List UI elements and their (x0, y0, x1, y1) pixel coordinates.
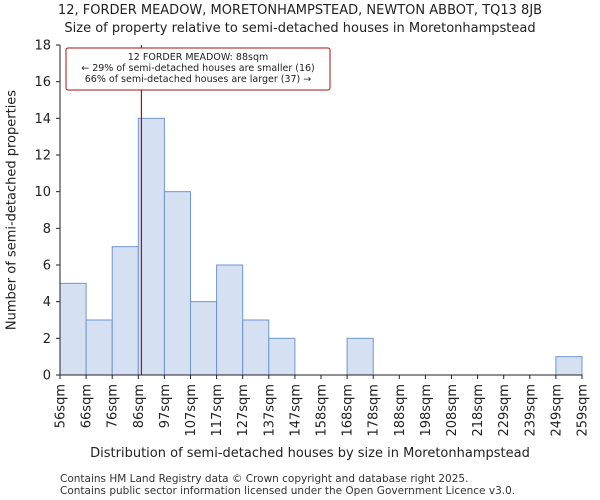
footer-line-1: Contains HM Land Registry data © Crown c… (60, 473, 469, 485)
bar-249sqm (555, 356, 583, 376)
annotation-line-1: 12 FORDER MEADOW: 88sqm (128, 52, 268, 63)
x-tick-label: 168sqm (341, 384, 356, 437)
bar-168sqm (346, 337, 374, 376)
y-tick-label: 0 (43, 369, 51, 384)
bar-86sqm (137, 117, 165, 376)
chart-subtitle: Size of property relative to semi-detach… (64, 21, 536, 36)
y-tick-label: 14 (34, 112, 51, 127)
x-ticks-group: 56sqm 66sqm 76sqm 86sqm 97sqm 107sqm 117sqm 127… (54, 375, 591, 437)
x-tick-label: 107sqm (184, 384, 199, 437)
bar-97sqm (163, 191, 191, 376)
y-tick-label: 16 (34, 75, 51, 90)
x-tick-label: 229sqm (497, 384, 512, 437)
x-tick-label: 76sqm (106, 384, 121, 428)
x-tick-label: 218sqm (471, 384, 486, 437)
x-tick-label: 66sqm (80, 384, 95, 428)
y-tick-label: 12 (34, 149, 51, 164)
x-tick-label: 239sqm (523, 384, 538, 437)
annotation-line-2: ← 29% of semi-detached houses are smalle… (81, 63, 315, 74)
y-tick-label: 6 (43, 259, 51, 274)
y-tick-label: 8 (43, 222, 51, 237)
x-tick-label: 147sqm (288, 384, 303, 437)
bar-66sqm (85, 319, 113, 376)
x-tick-label: 127sqm (236, 384, 251, 437)
y-tick-label: 2 (43, 332, 51, 347)
bar-127sqm (242, 319, 270, 376)
x-tick-label: 86sqm (132, 384, 147, 428)
bar-137sqm (268, 337, 296, 376)
x-axis-label: Distribution of semi-detached houses by … (90, 446, 530, 461)
chart-title: 12, FORDER MEADOW, MORETONHAMPSTEAD, NEW… (57, 3, 543, 18)
bar-76sqm (111, 246, 139, 376)
annotation-line-3: 66% of semi-detached houses are larger (… (85, 74, 312, 85)
bar-107sqm (190, 301, 218, 376)
bar-56sqm (59, 282, 87, 376)
x-tick-label: 249sqm (549, 384, 564, 437)
x-tick-label: 158sqm (315, 384, 330, 437)
y-tick-label: 10 (34, 185, 51, 200)
bar-117sqm (216, 264, 244, 376)
annotation-box: 12 FORDER MEADOW: 88sqm ← 29% of semi-de… (65, 47, 331, 91)
footer-line-2: Contains public sector information licen… (60, 485, 516, 497)
y-tick-label: 4 (43, 295, 51, 310)
x-tick-label: 56sqm (54, 384, 69, 428)
x-tick-label: 137sqm (262, 384, 277, 437)
x-tick-label: 97sqm (158, 384, 173, 428)
x-tick-label: 208sqm (445, 384, 460, 437)
annotation-frame (65, 47, 331, 91)
bars-group (59, 117, 583, 376)
y-ticks-group: 0 2 4 6 8 10 12 14 16 18 (34, 39, 60, 384)
x-tick-label: 178sqm (367, 384, 382, 437)
x-tick-label: 117sqm (210, 384, 225, 437)
x-tick-label: 198sqm (419, 384, 434, 437)
x-tick-label: 188sqm (393, 384, 408, 437)
y-tick-label: 18 (34, 39, 51, 54)
y-axis-label: Number of semi-detached properties (5, 90, 20, 330)
x-tick-label: 259sqm (576, 384, 591, 437)
